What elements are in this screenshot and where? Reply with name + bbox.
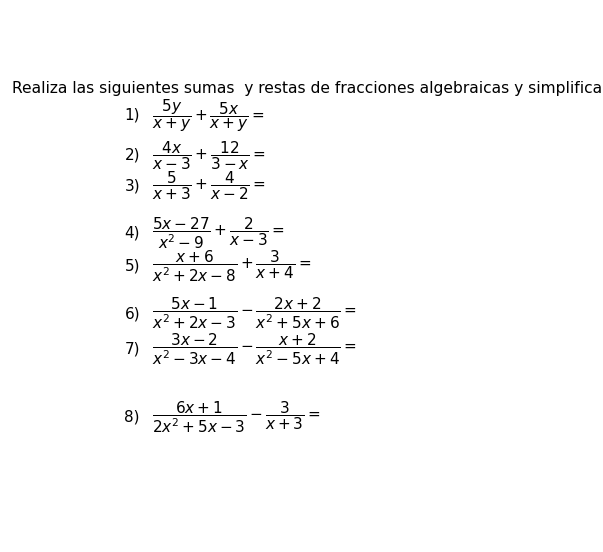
Text: $\dfrac{6x+1}{2x^2+5x-3}-\dfrac{3}{x+3}=$: $\dfrac{6x+1}{2x^2+5x-3}-\dfrac{3}{x+3}=… [153, 399, 321, 434]
Text: 6): 6) [124, 306, 140, 321]
Text: $\dfrac{5x-27}{x^2-9}+\dfrac{2}{x-3}=$: $\dfrac{5x-27}{x^2-9}+\dfrac{2}{x-3}=$ [153, 215, 285, 251]
Text: 2): 2) [124, 148, 140, 163]
Text: 8): 8) [124, 410, 140, 424]
Text: $\dfrac{x+6}{x^2+2x-8}+\dfrac{3}{x+4}=$: $\dfrac{x+6}{x^2+2x-8}+\dfrac{3}{x+4}=$ [153, 248, 312, 284]
Text: 7): 7) [124, 341, 140, 357]
Text: 1): 1) [124, 108, 140, 123]
Text: $\dfrac{4x}{x-3}+\dfrac{12}{3-x}=$: $\dfrac{4x}{x-3}+\dfrac{12}{3-x}=$ [153, 139, 267, 172]
Text: 5): 5) [124, 258, 140, 273]
Text: $\dfrac{5}{x+3}+\dfrac{4}{x-2}=$: $\dfrac{5}{x+3}+\dfrac{4}{x-2}=$ [153, 169, 267, 203]
Text: 3): 3) [124, 179, 140, 194]
Text: $\dfrac{5y}{x+y}+\dfrac{5x}{x+y}=$: $\dfrac{5y}{x+y}+\dfrac{5x}{x+y}=$ [153, 97, 265, 134]
Text: 4): 4) [124, 225, 140, 240]
Text: Realiza las siguientes sumas  y restas de fracciones algebraicas y simplifica.: Realiza las siguientes sumas y restas de… [11, 81, 603, 96]
Text: $\dfrac{5x-1}{x^2+2x-3}-\dfrac{2x+2}{x^2+5x+6}=$: $\dfrac{5x-1}{x^2+2x-3}-\dfrac{2x+2}{x^2… [153, 296, 357, 331]
Text: $\dfrac{3x-2}{x^2-3x-4}-\dfrac{x+2}{x^2-5x+4}=$: $\dfrac{3x-2}{x^2-3x-4}-\dfrac{x+2}{x^2-… [153, 331, 357, 367]
